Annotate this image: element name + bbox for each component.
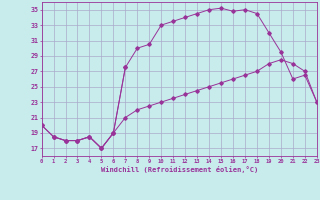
X-axis label: Windchill (Refroidissement éolien,°C): Windchill (Refroidissement éolien,°C) xyxy=(100,166,258,173)
